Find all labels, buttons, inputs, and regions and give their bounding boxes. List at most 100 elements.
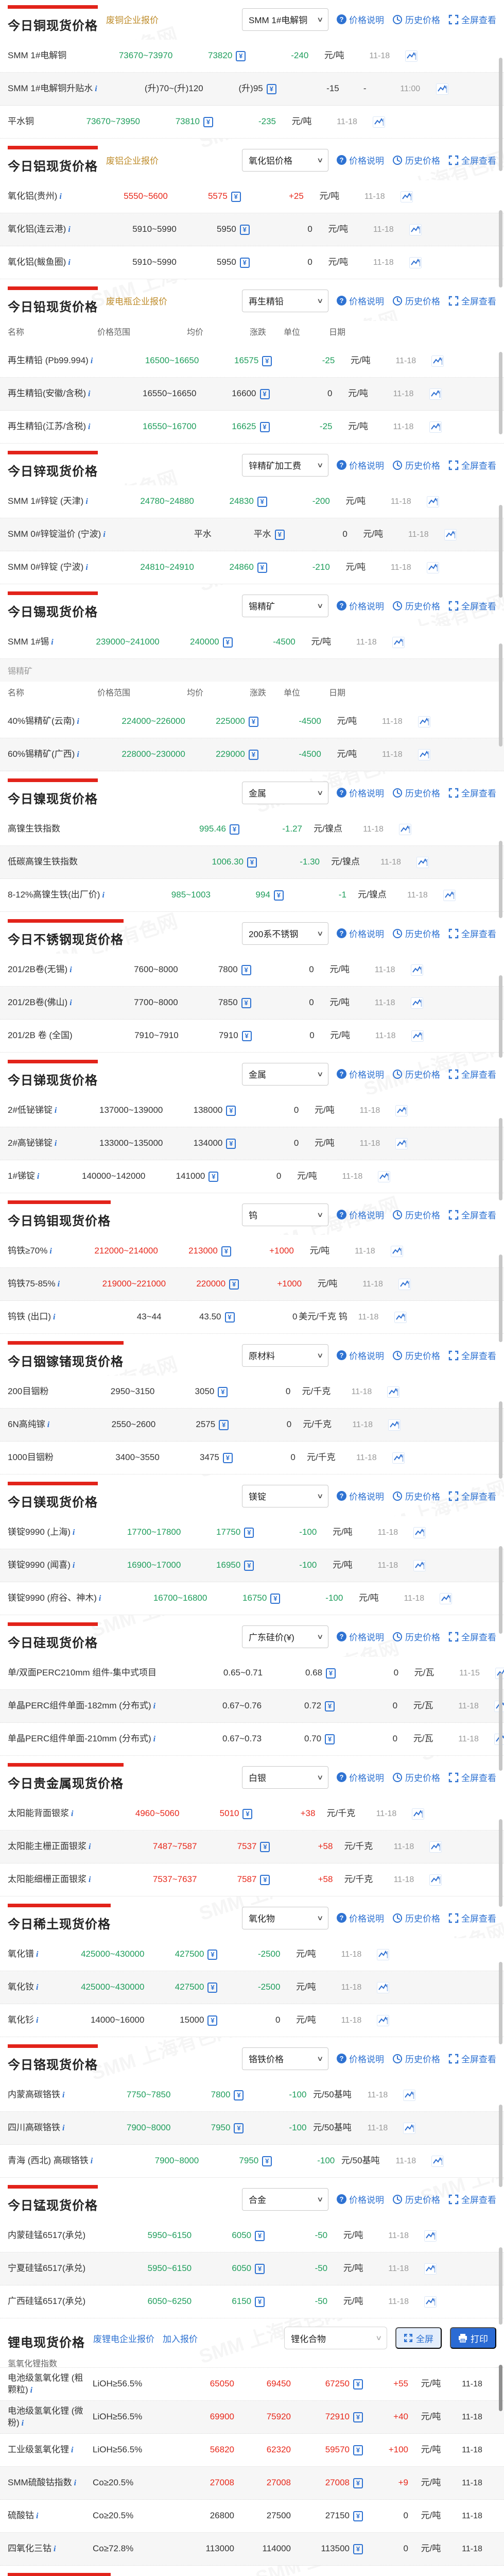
price-tag-icon[interactable]: ¥ — [257, 562, 267, 573]
price-tag-icon[interactable]: ¥ — [325, 1734, 335, 1744]
chart-button[interactable] — [390, 1245, 403, 1257]
chart-button[interactable] — [400, 191, 413, 202]
history-price-link[interactable]: 历史价格 — [392, 1771, 440, 1784]
scrollbar-thumb[interactable] — [499, 351, 502, 434]
info-icon[interactable]: i — [57, 1280, 60, 1289]
category-dropdown[interactable]: 氧化物 ∨ — [242, 1906, 328, 1929]
chart-button[interactable] — [395, 1138, 408, 1149]
price-tag-icon[interactable]: ¥ — [207, 2015, 218, 2026]
price-help-link[interactable]: ? 价格说明 — [337, 154, 384, 166]
chart-button[interactable] — [412, 1808, 425, 1820]
category-dropdown[interactable]: 锡精矿 ∨ — [242, 594, 328, 617]
price-tag-icon[interactable]: ¥ — [241, 964, 251, 975]
fullscreen-view-link[interactable]: 全屏查看 — [448, 459, 496, 471]
price-tag-icon[interactable]: ¥ — [207, 1949, 218, 1960]
price-help-link[interactable]: ? 价格说明 — [337, 599, 384, 612]
info-icon[interactable]: i — [72, 1528, 75, 1537]
price-tag-icon[interactable]: ¥ — [255, 2230, 265, 2241]
table-scrollbar[interactable] — [499, 40, 502, 171]
category-dropdown[interactable]: 200系不锈钢 ∨ — [242, 922, 328, 945]
chart-button[interactable] — [403, 2122, 416, 2134]
info-icon[interactable]: i — [102, 891, 105, 900]
category-dropdown[interactable]: 锌精矿加工费 ∨ — [242, 453, 328, 477]
info-icon[interactable]: i — [69, 965, 72, 975]
chart-button[interactable] — [418, 716, 430, 727]
header-link-1[interactable]: 加入报价 — [163, 2334, 198, 2344]
history-price-link[interactable]: 历史价格 — [392, 1349, 440, 1362]
chart-button[interactable] — [378, 1171, 391, 1182]
enterprise-quote-link[interactable]: 废铝企业报价 — [106, 156, 159, 166]
chart-button[interactable] — [443, 889, 456, 901]
info-icon[interactable]: i — [36, 2512, 39, 2521]
price-tag-icon[interactable]: ¥ — [219, 1419, 229, 1430]
history-price-link[interactable]: 历史价格 — [392, 459, 440, 471]
history-price-link[interactable]: 历史价格 — [392, 1208, 440, 1221]
table-scrollbar[interactable] — [499, 1798, 502, 1907]
price-help-link[interactable]: ? 价格说明 — [337, 1067, 384, 1080]
price-tag-icon[interactable]: ¥ — [248, 749, 258, 760]
fullscreen-view-link[interactable]: 全屏查看 — [448, 1067, 496, 1080]
info-icon[interactable]: i — [37, 1172, 40, 1181]
table-scrollbar[interactable] — [499, 813, 502, 918]
category-dropdown[interactable]: 广东硅价(¥) ∨ — [242, 1625, 328, 1648]
category-dropdown[interactable]: 白银 ∨ — [242, 1766, 328, 1789]
price-tag-icon[interactable]: ¥ — [326, 1668, 336, 1679]
info-icon[interactable]: i — [62, 2124, 65, 2133]
enterprise-quote-link[interactable]: 废电瓶企业报价 — [106, 297, 167, 307]
price-help-link[interactable]: ? 价格说明 — [337, 2052, 384, 2065]
scrollbar-thumb[interactable] — [499, 840, 502, 918]
info-icon[interactable]: i — [54, 1106, 57, 1115]
history-price-link[interactable]: 历史价格 — [392, 1067, 440, 1080]
price-tag-icon[interactable]: ¥ — [244, 1560, 254, 1571]
price-tag-icon[interactable]: ¥ — [266, 83, 276, 94]
price-help-link[interactable]: ? 价格说明 — [337, 1489, 384, 1502]
history-price-link[interactable]: 历史价格 — [392, 1630, 440, 1643]
price-tag-icon[interactable]: ¥ — [262, 2156, 272, 2166]
chart-button[interactable] — [410, 964, 423, 976]
info-icon[interactable]: i — [54, 1139, 57, 1148]
scrollbar-thumb[interactable] — [499, 975, 502, 1058]
table-scrollbar[interactable] — [499, 1516, 502, 1634]
category-dropdown[interactable]: 原材料 ∨ — [242, 1344, 328, 1367]
table-scrollbar[interactable] — [499, 180, 502, 287]
history-price-link[interactable]: 历史价格 — [392, 294, 440, 307]
scrollbar-thumb[interactable] — [499, 1401, 502, 1479]
info-icon[interactable]: i — [95, 84, 97, 94]
info-icon[interactable]: i — [36, 2016, 39, 2025]
table-scrollbar[interactable] — [499, 2357, 502, 2566]
price-help-link[interactable]: ? 价格说明 — [337, 1630, 384, 1643]
chart-button[interactable] — [424, 2230, 437, 2242]
category-dropdown[interactable]: 再生精铅 ∨ — [242, 289, 328, 312]
price-tag-icon[interactable]: ¥ — [353, 2544, 363, 2554]
chart-button[interactable] — [392, 636, 405, 648]
table-scrollbar[interactable] — [499, 1657, 502, 1771]
table-scrollbar[interactable] — [499, 485, 502, 598]
fullscreen-button[interactable]: 全屏 — [395, 2327, 442, 2349]
history-price-link[interactable]: 历史价格 — [392, 154, 440, 166]
fullscreen-view-link[interactable]: 全屏查看 — [448, 1208, 496, 1221]
price-tag-icon[interactable]: ¥ — [274, 529, 285, 540]
scrollbar-thumb[interactable] — [499, 57, 502, 171]
price-tag-icon[interactable]: ¥ — [244, 1527, 254, 1538]
price-help-link[interactable]: ? 价格说明 — [337, 927, 384, 940]
enterprise-quote-link[interactable]: 废铜企业报价 — [106, 15, 159, 25]
info-icon[interactable]: i — [90, 2157, 93, 2166]
history-price-link[interactable]: 历史价格 — [392, 2052, 440, 2065]
price-help-link[interactable]: ? 价格说明 — [337, 1208, 384, 1221]
price-tag-icon[interactable]: ¥ — [239, 224, 250, 235]
scrollbar-thumb[interactable] — [499, 2365, 502, 2412]
info-icon[interactable]: i — [72, 1561, 75, 1570]
table-scrollbar[interactable] — [499, 1235, 502, 1343]
scrollbar-thumb[interactable] — [499, 2247, 502, 2325]
price-tag-icon[interactable]: ¥ — [325, 1701, 335, 1711]
header-link-0[interactable]: 废锂电企业报价 — [93, 2334, 154, 2344]
table-scrollbar[interactable] — [499, 2219, 502, 2325]
category-dropdown[interactable]: 金属 ∨ — [242, 1062, 328, 1086]
chart-button[interactable] — [387, 1386, 400, 1398]
price-tag-icon[interactable]: ¥ — [353, 2511, 363, 2521]
info-icon[interactable]: i — [54, 2545, 56, 2554]
table-scrollbar[interactable] — [499, 321, 502, 444]
chart-button[interactable] — [405, 50, 418, 62]
chart-button[interactable] — [395, 1105, 408, 1116]
chart-button[interactable] — [426, 562, 439, 573]
